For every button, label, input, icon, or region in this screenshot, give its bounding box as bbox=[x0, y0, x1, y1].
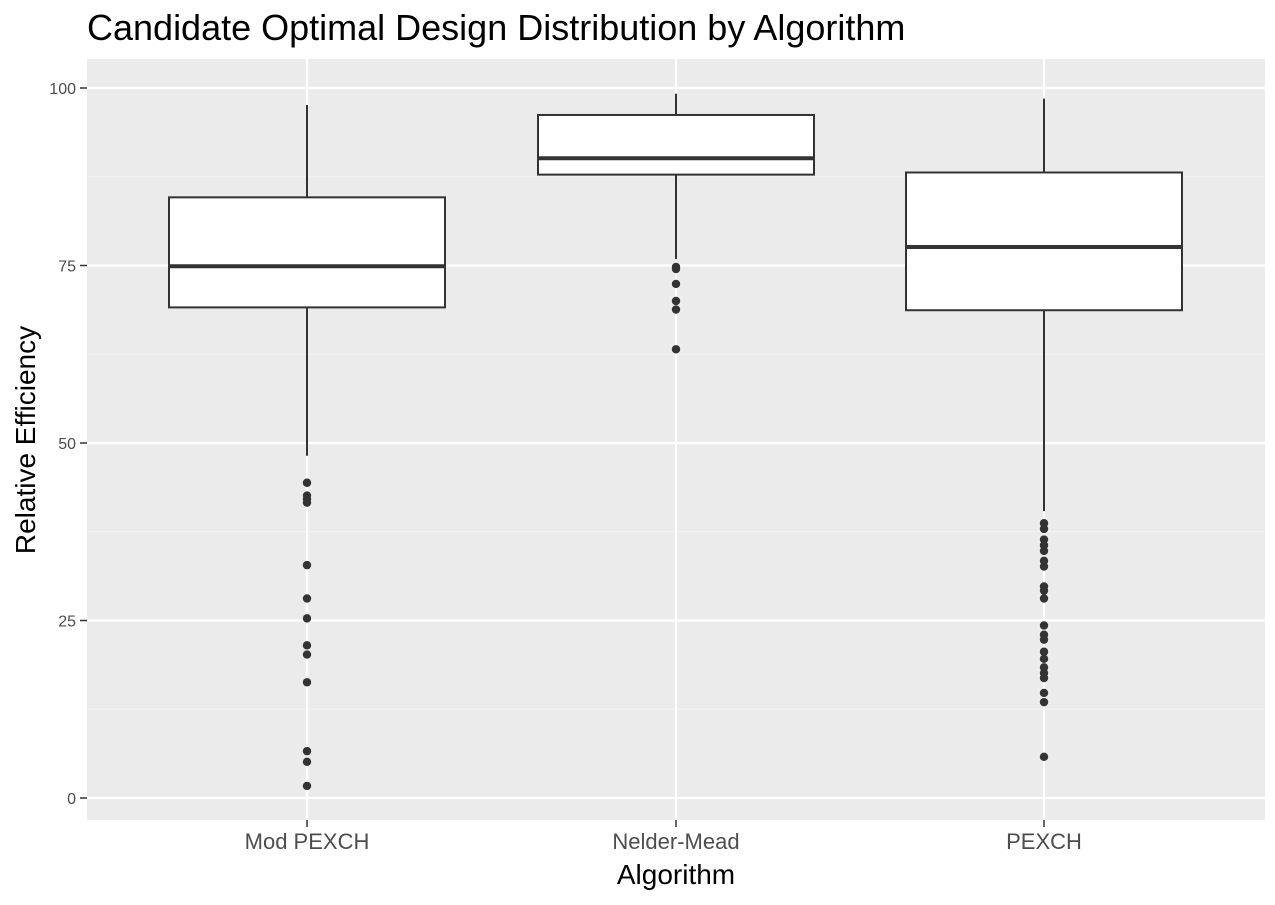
outlier-point bbox=[1039, 688, 1049, 698]
box-group bbox=[905, 98, 1183, 762]
outlier-point bbox=[1039, 752, 1049, 762]
outlier-point bbox=[1039, 621, 1049, 630]
box-group bbox=[537, 93, 815, 354]
outlier-point bbox=[1039, 594, 1049, 603]
y-axis-title: Relative Efficiency bbox=[10, 326, 41, 554]
outlier-point bbox=[302, 560, 312, 570]
box-body bbox=[168, 196, 446, 309]
outlier-point bbox=[302, 757, 312, 766]
x-axis-tick-label: PEXCH bbox=[1006, 829, 1082, 854]
outlier-point bbox=[671, 264, 681, 274]
chart-title: Candidate Optimal Design Distribution by… bbox=[87, 7, 905, 48]
outlier-point bbox=[1039, 546, 1049, 556]
outlier-point bbox=[302, 678, 312, 687]
y-axis-tick-label: 50 bbox=[58, 436, 76, 453]
outlier-point bbox=[1039, 673, 1049, 683]
box-body bbox=[537, 113, 815, 176]
outlier-point bbox=[302, 594, 312, 603]
box-group bbox=[168, 105, 446, 791]
outlier-point bbox=[671, 279, 681, 289]
outlier-point bbox=[1039, 586, 1049, 595]
outlier-point bbox=[1039, 654, 1049, 664]
outlier-point bbox=[302, 650, 312, 659]
outlier-point bbox=[671, 296, 681, 306]
y-axis-tick-label: 100 bbox=[49, 81, 76, 98]
outlier-point bbox=[1039, 697, 1049, 707]
outlier-point bbox=[302, 498, 312, 507]
outlier-point bbox=[671, 305, 681, 314]
y-axis-tick-label: 0 bbox=[67, 791, 76, 808]
box-body bbox=[905, 171, 1183, 312]
x-axis-title: Algorithm bbox=[617, 859, 735, 890]
outlier-point bbox=[1039, 562, 1049, 571]
x-axis-tick-label: Mod PEXCH bbox=[245, 829, 370, 854]
outlier-point bbox=[302, 641, 312, 650]
outlier-point bbox=[302, 478, 312, 487]
outlier-point bbox=[1039, 524, 1049, 534]
outlier-point bbox=[1039, 647, 1049, 656]
y-axis-tick-label: 75 bbox=[58, 259, 76, 276]
outlier-point bbox=[1039, 635, 1049, 644]
outlier-point bbox=[302, 781, 312, 791]
y-axis-tick-label: 25 bbox=[58, 614, 76, 631]
outlier-point bbox=[671, 345, 681, 354]
outlier-point bbox=[302, 614, 312, 623]
box-layer bbox=[168, 93, 1183, 791]
outlier-point bbox=[302, 746, 312, 756]
axis-layer: 0 25 50 75 100 Mod PEXCH Nelder-Mead PEXCH bbox=[49, 81, 1082, 854]
x-axis-tick-label: Nelder-Mead bbox=[612, 829, 739, 854]
